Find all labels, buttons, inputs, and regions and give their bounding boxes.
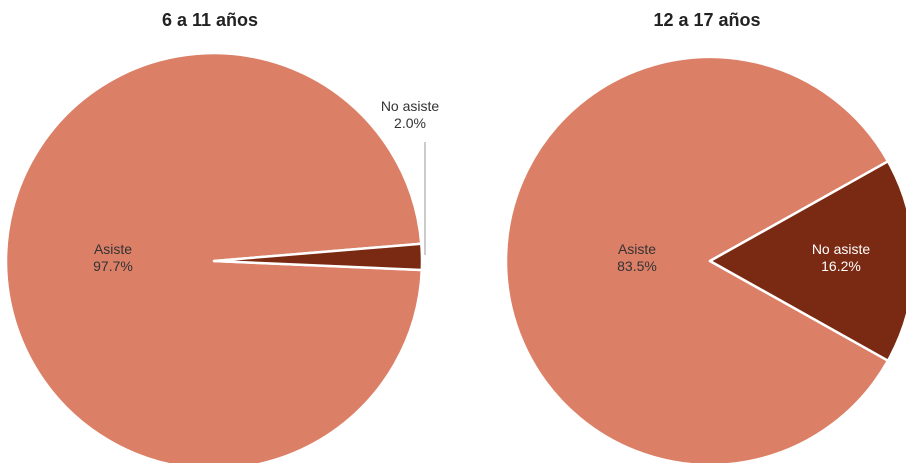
pie-slice-asiste bbox=[4, 51, 424, 463]
slice-value-no-asiste: 2.0% bbox=[394, 115, 426, 131]
pie-slice-asiste bbox=[504, 55, 890, 463]
slice-label-no-asiste: No asiste bbox=[812, 241, 871, 257]
slice-value-asiste: 97.7% bbox=[93, 258, 133, 274]
pie-title-12-17: 12 a 17 años bbox=[653, 10, 760, 30]
slice-label-asiste: Asiste bbox=[94, 241, 132, 257]
slice-value-asiste: 83.5% bbox=[617, 258, 657, 274]
slice-label-no-asiste: No asiste bbox=[381, 98, 440, 114]
slice-label-asiste: Asiste bbox=[618, 241, 656, 257]
slice-value-no-asiste: 16.2% bbox=[821, 258, 861, 274]
pie-title-6-11: 6 a 11 años bbox=[162, 10, 258, 30]
pie-slice-no-asiste bbox=[708, 160, 906, 362]
pie-slice-no-asiste bbox=[212, 242, 424, 272]
